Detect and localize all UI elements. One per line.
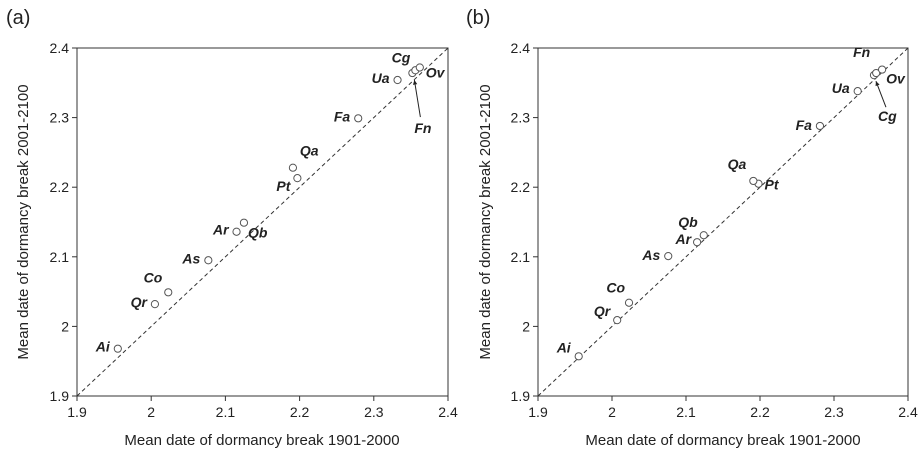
- x-tick-label: 2: [147, 404, 155, 420]
- x-tick-label: 2: [608, 404, 616, 420]
- point-label-qa: Qa: [300, 143, 319, 159]
- data-point-as: [204, 256, 213, 265]
- data-point-ai: [574, 352, 583, 361]
- scatter-panel-a: (a) 1.9 2 2.1 2.2 2.3 2.4 1.9 2 2.1 2.2 2.3 2.4 Mean …: [6, 7, 458, 449]
- point-label-ar: Ar: [675, 231, 693, 247]
- point-label-qr: Qr: [594, 303, 612, 319]
- pointer-arrow: [413, 79, 421, 118]
- data-point-ar: [693, 238, 702, 247]
- pointer-arrow-head: [412, 80, 418, 85]
- point-label-co: Co: [144, 269, 163, 285]
- y-axis-label: Mean date of dormancy break 2001-2100: [477, 84, 494, 359]
- point-label-ai: Ai: [556, 339, 572, 355]
- data-point-co: [624, 298, 634, 307]
- data-point-ar: [232, 227, 241, 236]
- point-label-qb: Qb: [248, 225, 268, 241]
- x-axis-label: Mean date of dormancy break 1901-2000: [585, 432, 860, 449]
- y-tick-label: 2.4: [511, 40, 531, 56]
- x-tick-label: 2.1: [216, 404, 236, 420]
- y-tick-label: 2.2: [50, 179, 70, 195]
- y-tick-label: 1.9: [50, 388, 70, 404]
- x-tick-label: 1.9: [67, 404, 87, 420]
- point-label-fn: Fn: [853, 44, 870, 60]
- x-tick-label: 2.2: [750, 404, 770, 420]
- point-label-fa: Fa: [796, 117, 813, 133]
- point-label-cg: Cg: [878, 108, 897, 124]
- data-point-qb: [239, 218, 249, 227]
- y-tick-label: 2: [522, 318, 530, 334]
- data-point-qa: [288, 163, 298, 172]
- point-label-ai: Ai: [95, 339, 111, 355]
- data-point-qa: [749, 176, 758, 186]
- point-label-ua: Ua: [372, 70, 390, 86]
- x-tick-label: 2.1: [676, 404, 696, 420]
- y-tick-label: 1.9: [511, 388, 531, 404]
- point-label-pt: Pt: [276, 178, 291, 194]
- y-tick-label: 2.3: [50, 110, 70, 126]
- x-tick-label: 2.2: [290, 404, 310, 420]
- x-tick-label: 2.3: [824, 404, 844, 420]
- y-axis-label: Mean date of dormancy break 2001-2100: [15, 84, 32, 359]
- point-label-qa: Qa: [728, 156, 747, 172]
- point-label-fa: Fa: [334, 108, 351, 124]
- y-tick-label: 2.3: [511, 110, 531, 126]
- point-label-qb: Qb: [678, 214, 698, 230]
- data-point-fa: [354, 114, 363, 123]
- y-tick-label: 2.4: [50, 40, 70, 56]
- data-point-fa: [815, 121, 825, 131]
- point-label-ar: Ar: [212, 222, 230, 238]
- reference-line: [537, 47, 909, 397]
- point-label-as: As: [641, 247, 660, 263]
- data-point-fn: [872, 68, 881, 78]
- plot-frame: [537, 47, 909, 397]
- plot-frame: [76, 47, 449, 397]
- reference-line: [76, 47, 449, 397]
- x-tick-label: 2.4: [438, 404, 458, 420]
- pointer-arrow: [875, 80, 887, 108]
- data-point-qr: [613, 316, 622, 325]
- data-point-ov: [878, 65, 887, 74]
- data-point-qr: [150, 300, 160, 309]
- point-label-ua: Ua: [832, 80, 850, 96]
- y-tick-label: 2.2: [511, 179, 531, 195]
- data-point-ua: [393, 75, 402, 85]
- pointer-arrow-head: [875, 81, 880, 87]
- point-label-pt: Pt: [765, 177, 780, 193]
- y-tick-label: 2: [61, 318, 69, 334]
- x-tick-label: 2.3: [364, 404, 384, 420]
- scatter-panel-b: (b) 1.9 2 2.1 2.2 2.3 2.4 1.9 2 2.1 2.2 2.3 2.4 Mean …: [466, 7, 918, 449]
- data-point-qb: [699, 231, 708, 240]
- y-tick-label: 2.1: [511, 249, 531, 265]
- point-label-ov: Ov: [886, 71, 906, 87]
- point-label-fn: Fn: [414, 120, 431, 136]
- panel-label: (a): [6, 7, 30, 29]
- data-point-co: [164, 288, 173, 297]
- x-tick-label: 1.9: [528, 404, 548, 420]
- panel-label: (b): [466, 7, 490, 29]
- x-axis-label: Mean date of dormancy break 1901-2000: [124, 432, 399, 449]
- data-point-ua: [853, 87, 862, 96]
- y-tick-label: 2.1: [50, 249, 70, 265]
- point-label-cg: Cg: [392, 49, 411, 65]
- point-label-co: Co: [606, 280, 625, 296]
- point-label-qr: Qr: [131, 294, 149, 310]
- data-point-pt: [293, 174, 302, 183]
- x-tick-label: 2.4: [898, 404, 918, 420]
- data-point-ov: [415, 63, 424, 72]
- point-label-ov: Ov: [426, 64, 446, 80]
- point-label-as: As: [181, 250, 200, 266]
- data-point-ai: [113, 344, 122, 353]
- data-point-as: [664, 252, 673, 261]
